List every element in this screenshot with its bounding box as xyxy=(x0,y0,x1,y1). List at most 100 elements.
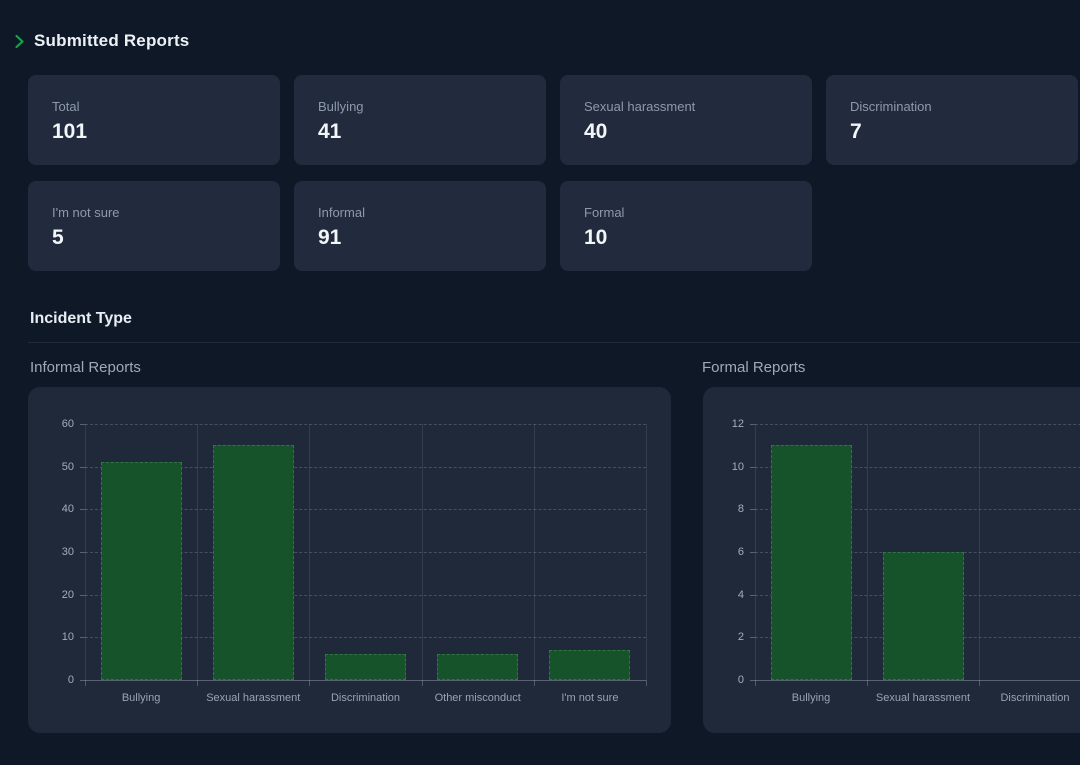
gridline xyxy=(755,466,1080,468)
stat-card-value: 41 xyxy=(318,120,342,143)
stat-card-sexual-harassment: Sexual harassment 40 xyxy=(560,75,812,165)
formal-reports-chart: 0 2 4 6 8 10 12 Bullying Sexual harassment Discri… xyxy=(703,387,1080,733)
x-axis-line xyxy=(755,680,1080,681)
x-tick-label: Discrimination xyxy=(1000,692,1070,704)
stat-card-value: 40 xyxy=(584,120,608,143)
gridline xyxy=(85,424,646,425)
y-tick xyxy=(80,424,85,425)
page-title: Submitted Reports xyxy=(34,31,190,50)
gridline xyxy=(309,424,311,680)
y-tick-label: 8 xyxy=(737,503,744,516)
bar-bullying[interactable] xyxy=(100,462,182,680)
stat-card-label: Discrimination xyxy=(850,99,932,114)
bar-other-misconduct[interactable] xyxy=(437,654,519,680)
x-tick xyxy=(755,680,756,686)
x-tick-label: I'm not sure xyxy=(561,692,619,704)
y-tick-label: 20 xyxy=(61,588,74,601)
y-tick-label: 60 xyxy=(61,418,74,430)
gridline xyxy=(646,424,647,680)
x-tick-label: Bullying xyxy=(791,692,831,704)
y-tick xyxy=(80,552,85,553)
gridline xyxy=(755,424,1080,425)
stat-card-i-m-not-sure: I'm not sure 5 xyxy=(28,181,280,271)
stat-cards-grid: Total 101 Bullying 41 Sexual harassment 40 Dis… xyxy=(28,75,1080,271)
stat-card-label: Total xyxy=(52,99,80,114)
stat-card-label: I'm not sure xyxy=(52,205,120,220)
gridline xyxy=(85,594,646,596)
stat-card-label: Sexual harassment xyxy=(584,99,696,114)
x-tick xyxy=(197,680,199,686)
y-tick xyxy=(750,424,755,425)
gridline xyxy=(85,466,646,468)
gridline xyxy=(85,552,646,553)
stat-card-informal: Informal 91 xyxy=(294,181,546,271)
x-tick xyxy=(867,680,868,686)
bar-sexual-harassment[interactable] xyxy=(212,445,294,680)
y-tick xyxy=(750,680,755,681)
y-tick xyxy=(80,594,85,596)
x-tick-label: Sexual harassment xyxy=(206,692,301,704)
bar-discrimination[interactable] xyxy=(325,654,406,680)
gridline xyxy=(85,509,646,511)
x-tick xyxy=(533,680,535,686)
stat-card-label: Bullying xyxy=(318,99,364,114)
y-tick-label: 0 xyxy=(737,674,744,686)
x-tick xyxy=(646,680,647,686)
y-tick-label: 40 xyxy=(61,503,74,516)
y-tick xyxy=(750,594,755,596)
chevron-right-icon[interactable] xyxy=(14,34,25,49)
chart-title-formal-reports: Formal Reports xyxy=(702,359,806,376)
x-axis-line xyxy=(85,680,646,681)
y-tick-label: 50 xyxy=(61,460,74,473)
x-tick-label: Sexual harassment xyxy=(875,692,971,704)
y-tick-label: 30 xyxy=(61,546,74,558)
bar-sexual-harassment[interactable] xyxy=(882,552,964,680)
bar-bullying[interactable] xyxy=(770,445,852,680)
submitted-reports-header: Submitted Reports xyxy=(14,31,189,51)
y-tick xyxy=(750,552,755,553)
y-tick-label: 12 xyxy=(731,418,744,430)
gridline xyxy=(85,424,86,680)
gridline xyxy=(755,424,756,680)
x-tick-label: Discrimination xyxy=(330,692,401,704)
y-tick-label: 10 xyxy=(731,460,744,473)
x-tick xyxy=(979,680,980,686)
stat-card-value: 91 xyxy=(318,226,342,249)
stat-card-total: Total 101 xyxy=(28,75,280,165)
y-tick xyxy=(80,637,85,639)
stat-card-label: Informal xyxy=(318,205,365,220)
y-tick xyxy=(80,466,85,468)
section-title-incident-type: Incident Type xyxy=(30,310,132,327)
y-tick xyxy=(80,509,85,511)
y-tick xyxy=(80,680,85,681)
y-tick-label: 2 xyxy=(737,631,744,644)
x-tick xyxy=(309,680,311,686)
x-tick xyxy=(421,680,423,686)
chart-title-informal-reports: Informal Reports xyxy=(30,359,141,376)
gridline xyxy=(979,424,980,680)
y-tick xyxy=(750,466,755,468)
x-tick-label: Bullying xyxy=(121,692,161,704)
section-divider xyxy=(28,342,1080,343)
stat-card-value: 10 xyxy=(584,226,608,249)
stat-card-formal: Formal 10 xyxy=(560,181,812,271)
stat-card-discrimination: Discrimination 7 xyxy=(826,75,1078,165)
stat-card-label: Formal xyxy=(584,205,625,220)
y-tick-label: 0 xyxy=(67,674,74,686)
stat-card-value: 5 xyxy=(52,226,64,249)
y-tick-label: 6 xyxy=(737,546,744,558)
x-tick xyxy=(85,680,86,686)
gridline xyxy=(197,424,199,680)
bar-i-m-not-sure[interactable] xyxy=(549,650,631,680)
stat-card-bullying: Bullying 41 xyxy=(294,75,546,165)
y-tick xyxy=(750,637,755,639)
gridline xyxy=(421,424,423,680)
informal-reports-chart: 0 10 20 30 40 50 60 Bullying Sexual harassment Di… xyxy=(28,387,671,733)
y-tick-label: 4 xyxy=(737,588,744,601)
gridline xyxy=(533,424,535,680)
x-tick-label: Other misconduct xyxy=(434,692,521,704)
gridline xyxy=(85,637,646,639)
stat-card-value: 7 xyxy=(850,120,862,143)
gridline xyxy=(755,509,1080,511)
y-tick xyxy=(750,509,755,511)
